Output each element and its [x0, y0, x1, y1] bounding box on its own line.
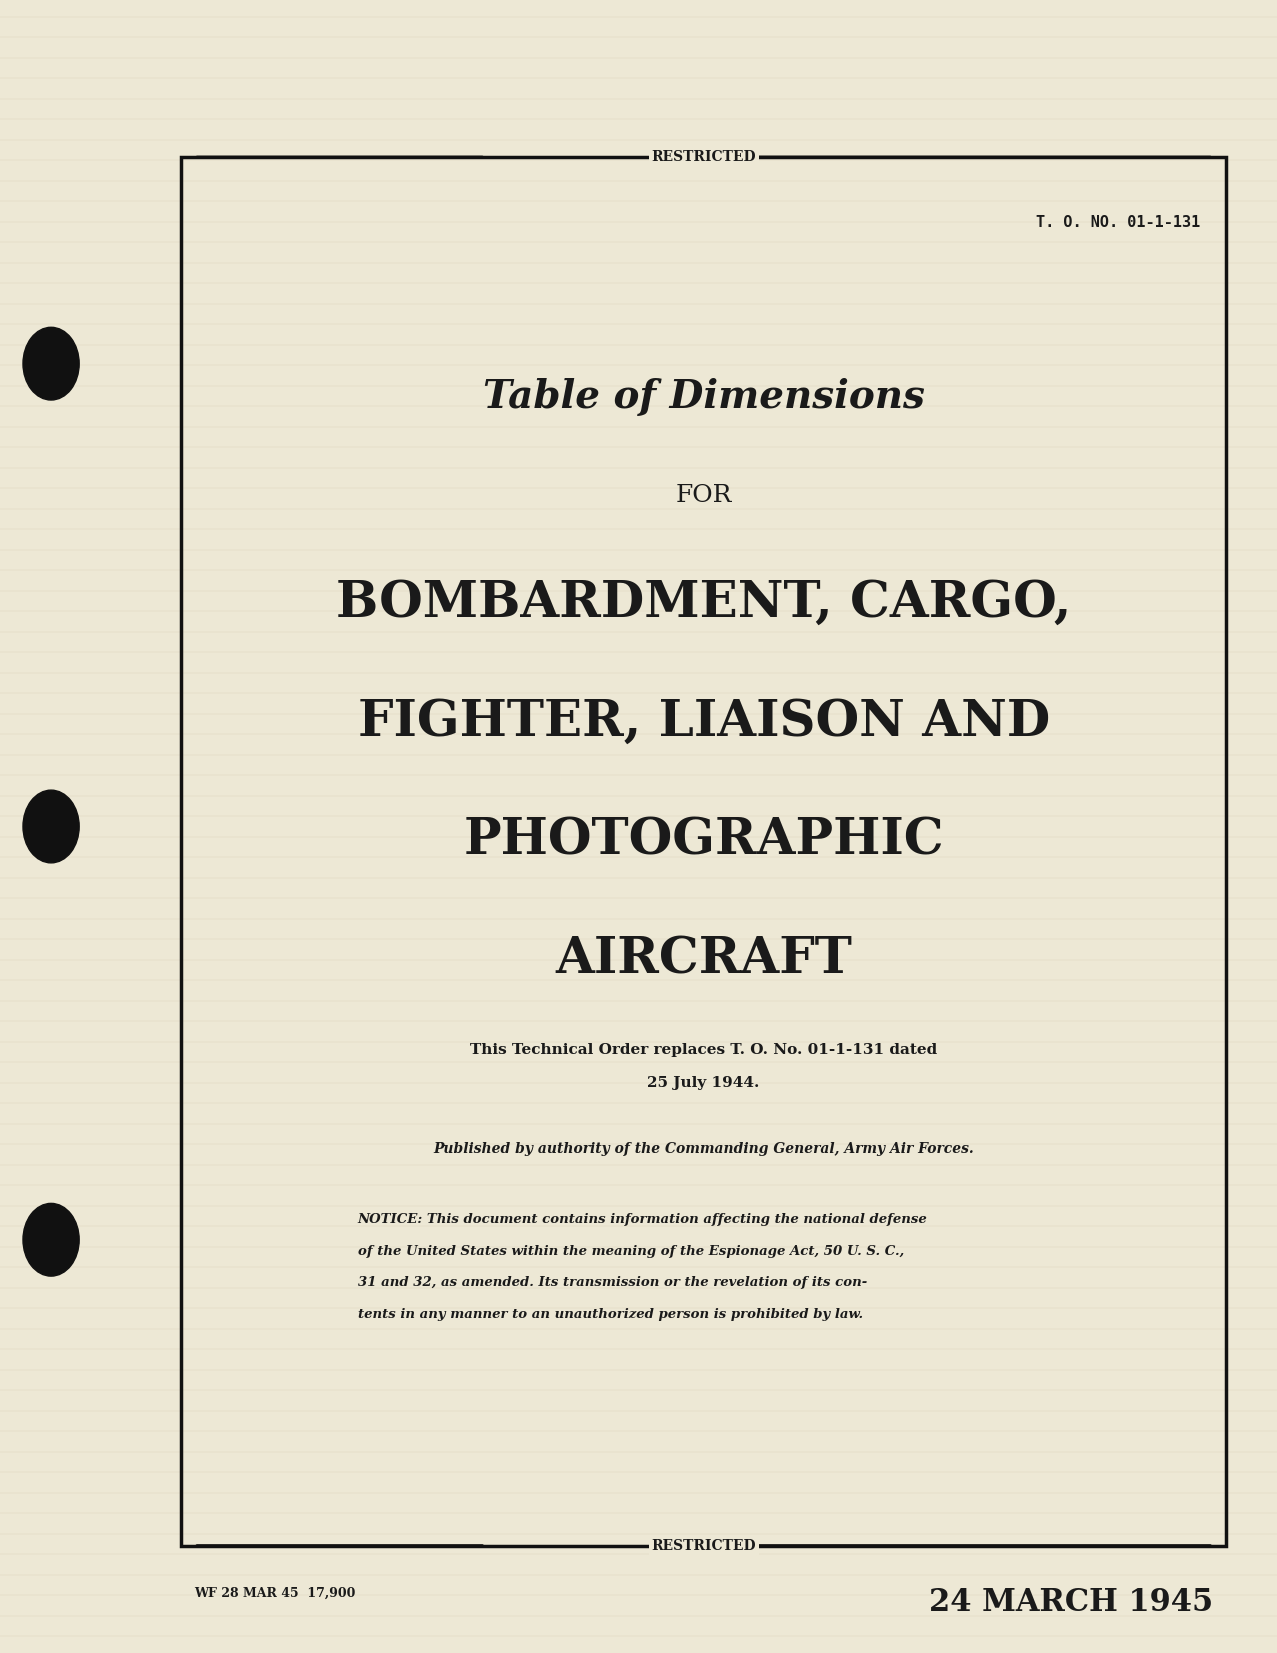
- Text: T. O. NO. 01-1-131: T. O. NO. 01-1-131: [1036, 215, 1200, 230]
- Text: FIGHTER, LIAISON AND: FIGHTER, LIAISON AND: [358, 698, 1050, 747]
- Text: tents in any manner to an unauthorized person is prohibited by law.: tents in any manner to an unauthorized p…: [358, 1308, 863, 1321]
- Text: This Technical Order replaces T. O. No. 01-1-131 dated: This Technical Order replaces T. O. No. …: [470, 1043, 937, 1056]
- Text: BOMBARDMENT, CARGO,: BOMBARDMENT, CARGO,: [336, 579, 1071, 628]
- Text: 25 July 1944.: 25 July 1944.: [647, 1076, 760, 1089]
- Circle shape: [23, 327, 79, 400]
- Text: AIRCRAFT: AIRCRAFT: [555, 936, 852, 985]
- Text: Table of Dimensions: Table of Dimensions: [483, 379, 925, 415]
- Text: WF 28 MAR 45  17,900: WF 28 MAR 45 17,900: [194, 1587, 355, 1600]
- Circle shape: [23, 790, 79, 863]
- Text: NOTICE: This document contains information affecting the national defense: NOTICE: This document contains informati…: [358, 1213, 927, 1227]
- Text: 24 MARCH 1945: 24 MARCH 1945: [930, 1587, 1213, 1618]
- Text: RESTRICTED: RESTRICTED: [651, 150, 756, 164]
- Text: 31 and 32, as amended. Its transmission or the revelation of its con-: 31 and 32, as amended. Its transmission …: [358, 1276, 867, 1289]
- Text: PHOTOGRAPHIC: PHOTOGRAPHIC: [464, 817, 944, 866]
- Text: of the United States within the meaning of the Espionage Act, 50 U. S. C.,: of the United States within the meaning …: [358, 1245, 904, 1258]
- Text: FOR: FOR: [676, 484, 732, 507]
- Text: Published by authority of the Commanding General, Army Air Forces.: Published by authority of the Commanding…: [433, 1142, 974, 1155]
- Circle shape: [23, 1203, 79, 1276]
- Bar: [181, 157, 1226, 1546]
- Text: RESTRICTED: RESTRICTED: [651, 1539, 756, 1552]
